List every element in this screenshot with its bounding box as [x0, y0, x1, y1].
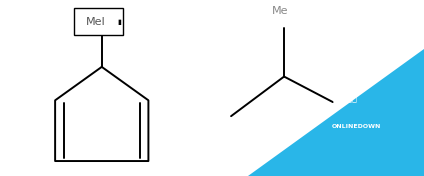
Text: MeI: MeI	[86, 17, 106, 27]
Polygon shape	[248, 49, 424, 176]
Text: 地 フ 址: 地 フ 址	[335, 62, 360, 72]
Text: 华军软件园: 华军软件园	[333, 94, 358, 103]
Text: Me: Me	[272, 6, 288, 16]
Text: ONLINEDOWN: ONLINEDOWN	[332, 124, 381, 129]
Text: g: g	[257, 153, 264, 163]
Text: ▮: ▮	[117, 18, 122, 25]
Bar	[74, 8, 123, 35]
